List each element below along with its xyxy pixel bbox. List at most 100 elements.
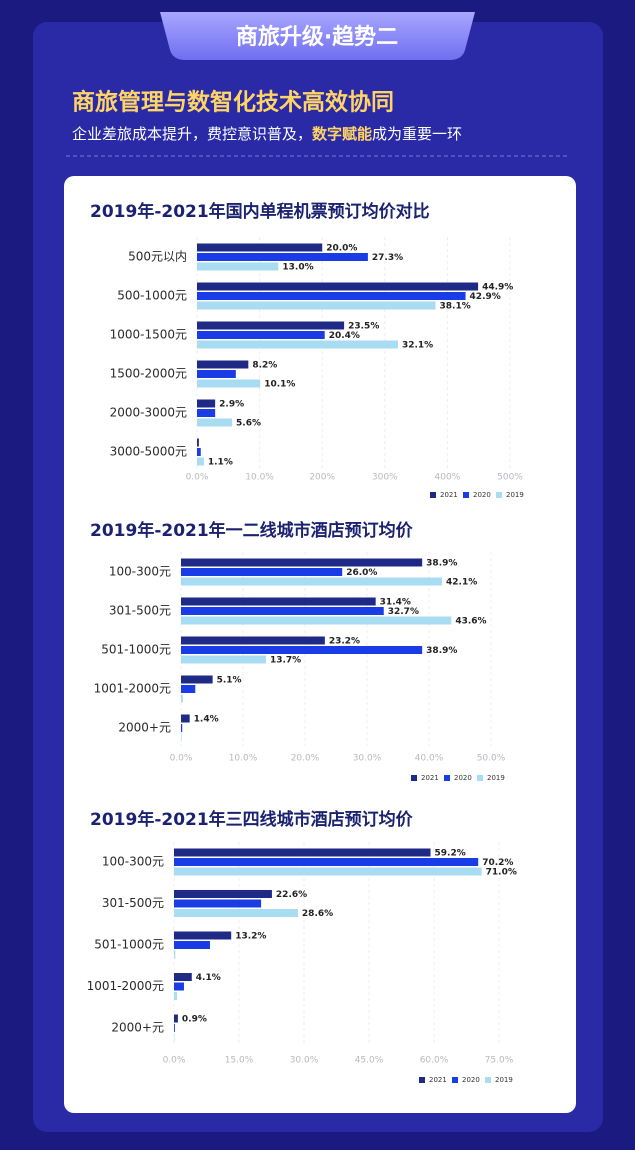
value-label: 5.1% [217, 676, 242, 686]
x-tick-label: 10.0% [229, 754, 258, 764]
bar [197, 321, 345, 330]
bar [181, 675, 213, 684]
tab [160, 12, 475, 60]
x-tick-label: 400% [435, 473, 461, 483]
value-label: 38.1% [440, 302, 471, 312]
x-tick-label: 50.0% [477, 754, 506, 764]
value-label: 71.0% [486, 868, 517, 878]
value-label: 28.6% [302, 909, 333, 919]
x-tick-label: 40.0% [415, 754, 444, 764]
chart-title: 2019年-2021年国内单程机票预订均价对比 [90, 201, 430, 222]
value-label: 23.5% [348, 322, 379, 332]
bar [181, 694, 183, 703]
legend-label: 2021 [421, 774, 439, 782]
bar [197, 457, 204, 466]
value-label: 8.2% [252, 361, 277, 371]
bar [174, 931, 232, 940]
bar [174, 899, 262, 908]
category-label: 500-1000元 [117, 289, 187, 303]
value-label: 1.4% [194, 715, 219, 725]
value-label: 70.2% [482, 858, 513, 868]
legend-swatch [419, 1077, 425, 1083]
bar [181, 568, 343, 576]
value-label: 27.3% [372, 253, 403, 263]
x-tick-label: 0.0% [163, 1056, 186, 1066]
legend-label: 2020 [462, 1076, 480, 1084]
bar [174, 890, 272, 898]
subtitle-part: 成为重要一环 [372, 125, 462, 143]
value-label: 31.4% [380, 598, 411, 608]
category-label: 1001-2000元 [87, 979, 164, 993]
category-label: 301-500元 [109, 604, 171, 618]
legend-label: 2019 [506, 491, 524, 499]
bar [197, 360, 249, 369]
value-label: 43.6% [455, 617, 486, 627]
bar [197, 243, 323, 252]
legend-swatch [452, 1077, 458, 1083]
bar [174, 982, 184, 991]
value-label: 10.1% [264, 380, 295, 390]
category-label: 1001-2000元 [94, 682, 171, 696]
category-label: 301-500元 [102, 896, 164, 910]
value-label: 20.0% [326, 244, 357, 254]
bar [181, 636, 325, 645]
legend-label: 2020 [454, 774, 472, 782]
legend-label: 2021 [440, 491, 458, 499]
category-label: 3000-5000元 [110, 445, 187, 459]
bar [181, 714, 190, 723]
category-label: 1000-1500元 [110, 328, 187, 342]
value-label: 1.1% [208, 458, 233, 468]
chart-title: 2019年-2021年一二线城市酒店预订均价 [90, 520, 414, 541]
value-label: 0.9% [182, 1015, 207, 1025]
bar [181, 577, 443, 586]
bar [197, 253, 368, 261]
bar [174, 909, 298, 917]
bar [197, 292, 466, 300]
x-tick-label: 15.0% [225, 1056, 254, 1066]
value-label: 38.9% [426, 559, 457, 569]
x-tick-label: 30.0% [290, 1056, 319, 1066]
category-label: 501-1000元 [94, 938, 164, 952]
value-label: 32.1% [402, 341, 433, 351]
value-label: 32.7% [388, 607, 419, 617]
bar [181, 597, 376, 606]
legend-label: 2019 [495, 1076, 513, 1084]
bar [197, 262, 279, 271]
bar [181, 607, 384, 615]
legend-label: 2020 [473, 491, 491, 499]
x-tick-label: 60.0% [420, 1056, 449, 1066]
x-tick-label: 75.0% [485, 1056, 514, 1066]
bar [197, 340, 398, 349]
bar [197, 409, 216, 417]
x-tick-label: 0.0% [170, 754, 193, 764]
bar [181, 685, 196, 693]
bar [197, 379, 261, 388]
value-label: 5.6% [236, 419, 261, 429]
heading: 商旅管理与数智化技术高效协同 [72, 89, 394, 116]
subtitle: 企业差旅成本提升，费控意识普及，数字赋能成为重要一环 [72, 125, 462, 143]
bar [181, 655, 266, 664]
bar [181, 733, 182, 742]
legend-swatch [496, 492, 502, 498]
bar [174, 1024, 175, 1032]
legend-swatch [411, 775, 417, 781]
bar [197, 438, 199, 447]
x-tick-label: 45.0% [355, 1056, 384, 1066]
value-label: 4.1% [196, 973, 221, 983]
legend-swatch [430, 492, 436, 498]
value-label: 13.2% [235, 932, 266, 942]
value-label: 22.6% [276, 890, 307, 900]
value-label: 44.9% [482, 283, 513, 293]
x-tick-label: 200% [309, 473, 335, 483]
bar [181, 724, 183, 732]
legend-swatch [477, 775, 483, 781]
x-tick-label: 10.0% [245, 473, 274, 483]
bar [174, 867, 482, 876]
value-label: 59.2% [435, 849, 466, 859]
bar [197, 282, 479, 291]
x-tick-label: 20.0% [291, 754, 320, 764]
value-label: 26.0% [346, 568, 377, 578]
x-tick-label: 30.0% [353, 754, 382, 764]
legend-label: 2021 [429, 1076, 447, 1084]
